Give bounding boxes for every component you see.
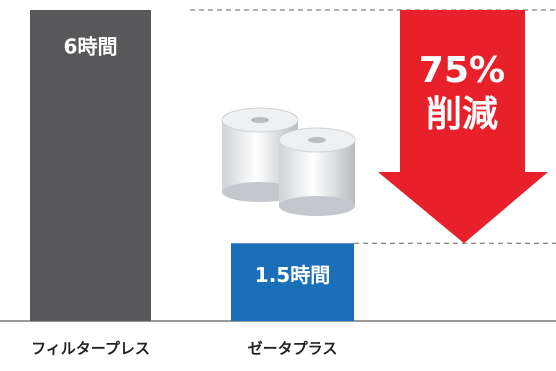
bar xyxy=(30,10,151,321)
value-label: 6時間 xyxy=(64,35,118,59)
category-label: フィルタープレス xyxy=(31,340,150,358)
reduction-arrow xyxy=(378,10,548,244)
category-label: ゼータプラス xyxy=(248,340,338,358)
bar xyxy=(231,243,354,321)
value-label: 1.5時間 xyxy=(255,263,330,287)
annotation-text: 削減 xyxy=(426,94,498,135)
cartridge-image xyxy=(221,107,356,216)
annotation-text: 75% xyxy=(419,50,505,91)
